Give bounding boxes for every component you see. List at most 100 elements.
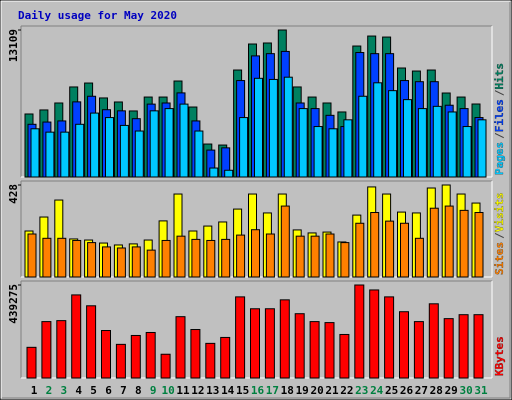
- bar: [283, 76, 293, 178]
- x-tick-label: 20: [310, 384, 323, 397]
- bar: [328, 128, 338, 178]
- bar: [428, 303, 439, 379]
- legend-entry: Visits: [493, 193, 506, 233]
- bar: [343, 119, 353, 178]
- bar: [102, 246, 111, 278]
- x-tick-label: 6: [105, 384, 112, 397]
- bar: [75, 123, 85, 178]
- bar: [295, 235, 305, 278]
- x-tick-label: 26: [400, 384, 414, 397]
- bar: [462, 126, 472, 178]
- bar: [194, 130, 204, 178]
- bar: [388, 90, 398, 178]
- bar: [239, 117, 249, 178]
- bar: [432, 105, 442, 178]
- bar: [86, 305, 97, 379]
- x-tick-label: 23: [355, 384, 368, 397]
- bar: [264, 308, 275, 379]
- bar: [325, 233, 335, 278]
- bar: [145, 331, 156, 379]
- bar: [268, 78, 278, 178]
- bar: [42, 237, 52, 278]
- bar: [417, 108, 427, 178]
- y-tick-label: 439275: [7, 284, 20, 324]
- x-tick-label: 19: [296, 384, 309, 397]
- x-tick-label: 3: [60, 384, 67, 397]
- legend: Sites /Visits: [493, 193, 506, 276]
- bar: [101, 330, 111, 379]
- bar: [369, 289, 380, 379]
- x-tick-label: 5: [90, 384, 97, 397]
- bar: [474, 212, 484, 278]
- x-tick-label: 12: [191, 384, 204, 397]
- bar: [235, 296, 246, 379]
- x-tick-label: 31: [474, 384, 488, 397]
- bar: [45, 131, 55, 178]
- bar: [175, 316, 186, 379]
- bar: [447, 111, 457, 178]
- bar: [236, 234, 246, 278]
- bar: [134, 130, 144, 178]
- bar: [251, 229, 260, 278]
- bar: [403, 99, 412, 178]
- bar: [443, 318, 454, 379]
- bar: [324, 322, 335, 379]
- x-tick-label: 11: [176, 384, 190, 397]
- bar: [90, 112, 100, 178]
- x-tick-label: 29: [445, 384, 458, 397]
- legend-separator: /: [493, 89, 506, 96]
- bar: [280, 205, 290, 278]
- x-tick-label: 10: [161, 384, 174, 397]
- bar: [176, 235, 186, 278]
- legend-entry: Sites: [493, 242, 506, 275]
- bar: [385, 220, 395, 278]
- bar: [119, 124, 129, 178]
- x-tick-label: 22: [340, 384, 353, 397]
- legend-entry: Files: [493, 99, 506, 132]
- x-tick-label: 1: [31, 384, 38, 397]
- legend-separator: /: [493, 232, 506, 239]
- legend-entry: Hits: [493, 63, 506, 90]
- bar: [26, 346, 37, 379]
- bar: [115, 343, 126, 379]
- x-tick-label: 27: [415, 384, 428, 397]
- legend-entry: Pages: [493, 142, 506, 175]
- bar: [339, 333, 350, 379]
- x-tick-label: 25: [385, 384, 398, 397]
- x-tick-label: 16: [251, 384, 265, 397]
- bar: [72, 239, 82, 278]
- y-tick-label: 428: [7, 184, 20, 204]
- bar: [105, 117, 114, 178]
- bar: [310, 235, 320, 278]
- x-tick-label: 24: [370, 384, 384, 397]
- bar: [57, 237, 67, 278]
- x-tick-label: 21: [325, 384, 339, 397]
- legend-separator: /: [493, 132, 506, 139]
- x-tick-label: 18: [281, 384, 294, 397]
- x-tick-label: 15: [236, 384, 249, 397]
- x-tick-label: 13: [206, 384, 219, 397]
- bar: [87, 242, 97, 278]
- bar: [164, 108, 174, 178]
- legend: KBytes: [493, 336, 506, 376]
- bar: [444, 205, 454, 278]
- legend-entry: KBytes: [493, 336, 506, 376]
- bar: [190, 329, 201, 379]
- bar: [459, 209, 469, 278]
- bar: [477, 119, 487, 178]
- x-tick-label: 9: [150, 384, 157, 397]
- bar: [191, 238, 201, 278]
- bar: [224, 169, 234, 178]
- x-tick-label: 2: [46, 384, 53, 397]
- bar: [354, 284, 365, 379]
- y-tick-label: 13109: [7, 29, 20, 62]
- legend: Pages/Files/Hits: [493, 63, 506, 175]
- bar: [400, 222, 409, 278]
- bar: [30, 128, 40, 178]
- bar: [209, 167, 219, 178]
- bar: [414, 237, 424, 278]
- bar: [161, 239, 171, 278]
- chart-title: Daily usage for May 2020: [18, 9, 177, 22]
- x-tick-label: 4: [75, 384, 82, 397]
- bar: [27, 233, 37, 278]
